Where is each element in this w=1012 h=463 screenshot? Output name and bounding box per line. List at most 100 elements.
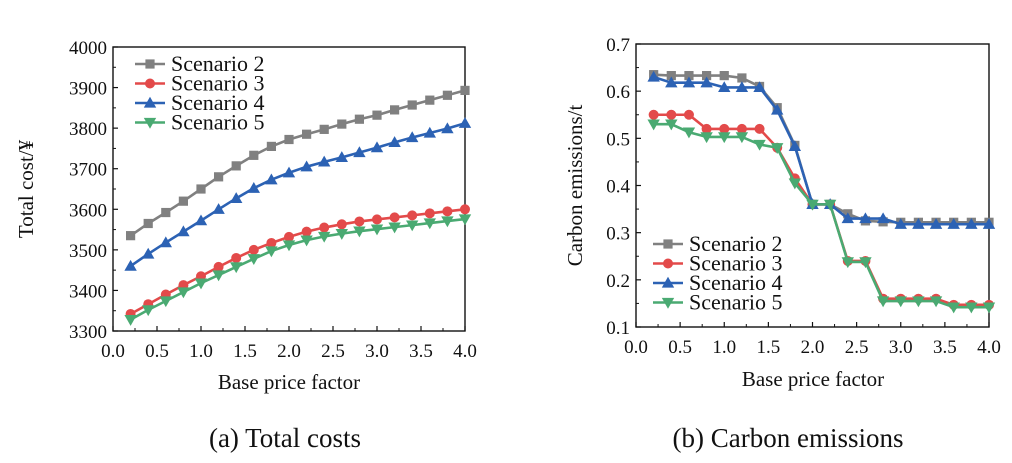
legend-label: Scenario 3: [689, 251, 782, 276]
data-point: [266, 237, 277, 248]
series-line: [129, 122, 466, 268]
data-point: [214, 172, 224, 182]
chart-carbon-emissions: 0.0 0.5 1.0 1.5 2.0 2.5 3.0 3.5 4.00.10.20.30.40…: [563, 35, 1001, 453]
data-point: [665, 119, 678, 131]
data-point: [388, 136, 401, 147]
data-point: [684, 71, 694, 81]
data-point: [390, 105, 400, 115]
legend-marker: [661, 297, 675, 309]
legend-item: Scenario 4: [653, 270, 782, 295]
x-tick-label: 1.5: [757, 337, 781, 358]
legend-marker: [663, 258, 673, 269]
data-point: [143, 218, 153, 229]
data-point: [647, 119, 660, 131]
data-point: [841, 257, 854, 269]
data-point: [947, 217, 960, 229]
data-point: [947, 302, 960, 314]
data-point: [354, 216, 365, 227]
series-scenario-3: [125, 204, 470, 319]
data-point: [719, 71, 729, 81]
data-point: [702, 71, 712, 81]
x-axis-label: Base price factor: [218, 370, 360, 394]
x-tick-label: 3.0: [889, 337, 913, 358]
data-point: [372, 110, 382, 120]
data-point: [284, 231, 294, 242]
data-point: [859, 212, 872, 224]
legend-label: Scenario 2: [689, 231, 782, 256]
series-scenario-2: [126, 85, 470, 241]
data-point: [196, 184, 206, 194]
figure-caption: (a) Total costs: [209, 423, 361, 453]
data-point: [735, 132, 749, 144]
data-point: [894, 296, 907, 308]
data-point: [754, 123, 765, 134]
data-point: [718, 81, 731, 93]
x-tick-label: 3.5: [409, 341, 433, 362]
y-axis: 0.1 0.2 0.3 0.4 0.5 0.6 0.7: [606, 35, 641, 339]
legend-marker: [663, 239, 673, 249]
data-point: [912, 217, 925, 229]
y-tick-label: 3800: [69, 119, 107, 140]
data-point: [823, 199, 837, 211]
x-tick-label: 0.5: [668, 337, 692, 358]
x-tick-label: 3.0: [365, 341, 389, 362]
x-tick-label: 4.0: [977, 337, 1001, 358]
data-point: [929, 296, 943, 308]
data-point: [249, 150, 259, 160]
data-point: [318, 231, 331, 243]
x-axis-label: Base price factor: [742, 367, 884, 391]
data-point: [178, 196, 188, 206]
data-point: [894, 217, 907, 229]
plot-frame: [112, 46, 466, 332]
data-point: [982, 302, 996, 314]
y-axis-label: Carbon emissions/t: [563, 105, 587, 267]
x-tick-label: 0.5: [145, 341, 169, 362]
y-tick-label: 3400: [69, 281, 107, 302]
data-point: [666, 109, 677, 120]
data-point: [231, 252, 242, 263]
legend-marker: [143, 117, 157, 129]
data-point: [701, 123, 712, 134]
y-tick-label: 3700: [69, 160, 107, 181]
data-point: [841, 212, 854, 224]
data-point: [700, 76, 713, 88]
data-point: [194, 214, 208, 226]
y-tick-label: 0.4: [606, 177, 630, 198]
data-point: [177, 225, 190, 237]
y-tick-label: 0.6: [606, 82, 630, 103]
x-tick-label: 2.0: [801, 337, 825, 358]
series-scenario-4: [124, 117, 472, 271]
data-point: [230, 192, 243, 203]
data-point: [336, 219, 347, 230]
x-tick-label: 1.5: [233, 341, 257, 362]
data-point: [124, 314, 137, 326]
data-point: [388, 222, 401, 234]
legend-label: Scenario 2: [171, 51, 264, 76]
data-point: [753, 139, 766, 151]
legend-label: Scenario 5: [171, 110, 264, 135]
data-point: [719, 123, 730, 134]
data-point: [648, 109, 659, 120]
data-point: [458, 117, 472, 128]
data-point: [159, 236, 172, 248]
y-tick-label: 0.7: [606, 35, 630, 56]
data-point: [212, 203, 225, 214]
x-tick-label: 1.0: [189, 341, 213, 362]
data-point: [682, 76, 696, 88]
data-point: [736, 123, 747, 134]
data-point: [683, 109, 694, 120]
data-point: [666, 71, 676, 81]
data-point: [389, 212, 400, 223]
series-scenario-5: [647, 119, 996, 314]
data-point: [353, 146, 366, 158]
data-point: [159, 296, 172, 308]
data-point: [458, 214, 472, 226]
data-point: [370, 224, 384, 236]
chart-total-costs: 0.0 0.5 1.0 1.5 2.0 2.5 3.0 3.5 4.03300340035003…: [14, 38, 477, 453]
y-tick-label: 0.1: [606, 318, 630, 339]
legend-label: Scenario 5: [689, 290, 782, 315]
data-point: [335, 228, 348, 240]
data-point: [425, 95, 435, 105]
data-point: [353, 226, 366, 238]
